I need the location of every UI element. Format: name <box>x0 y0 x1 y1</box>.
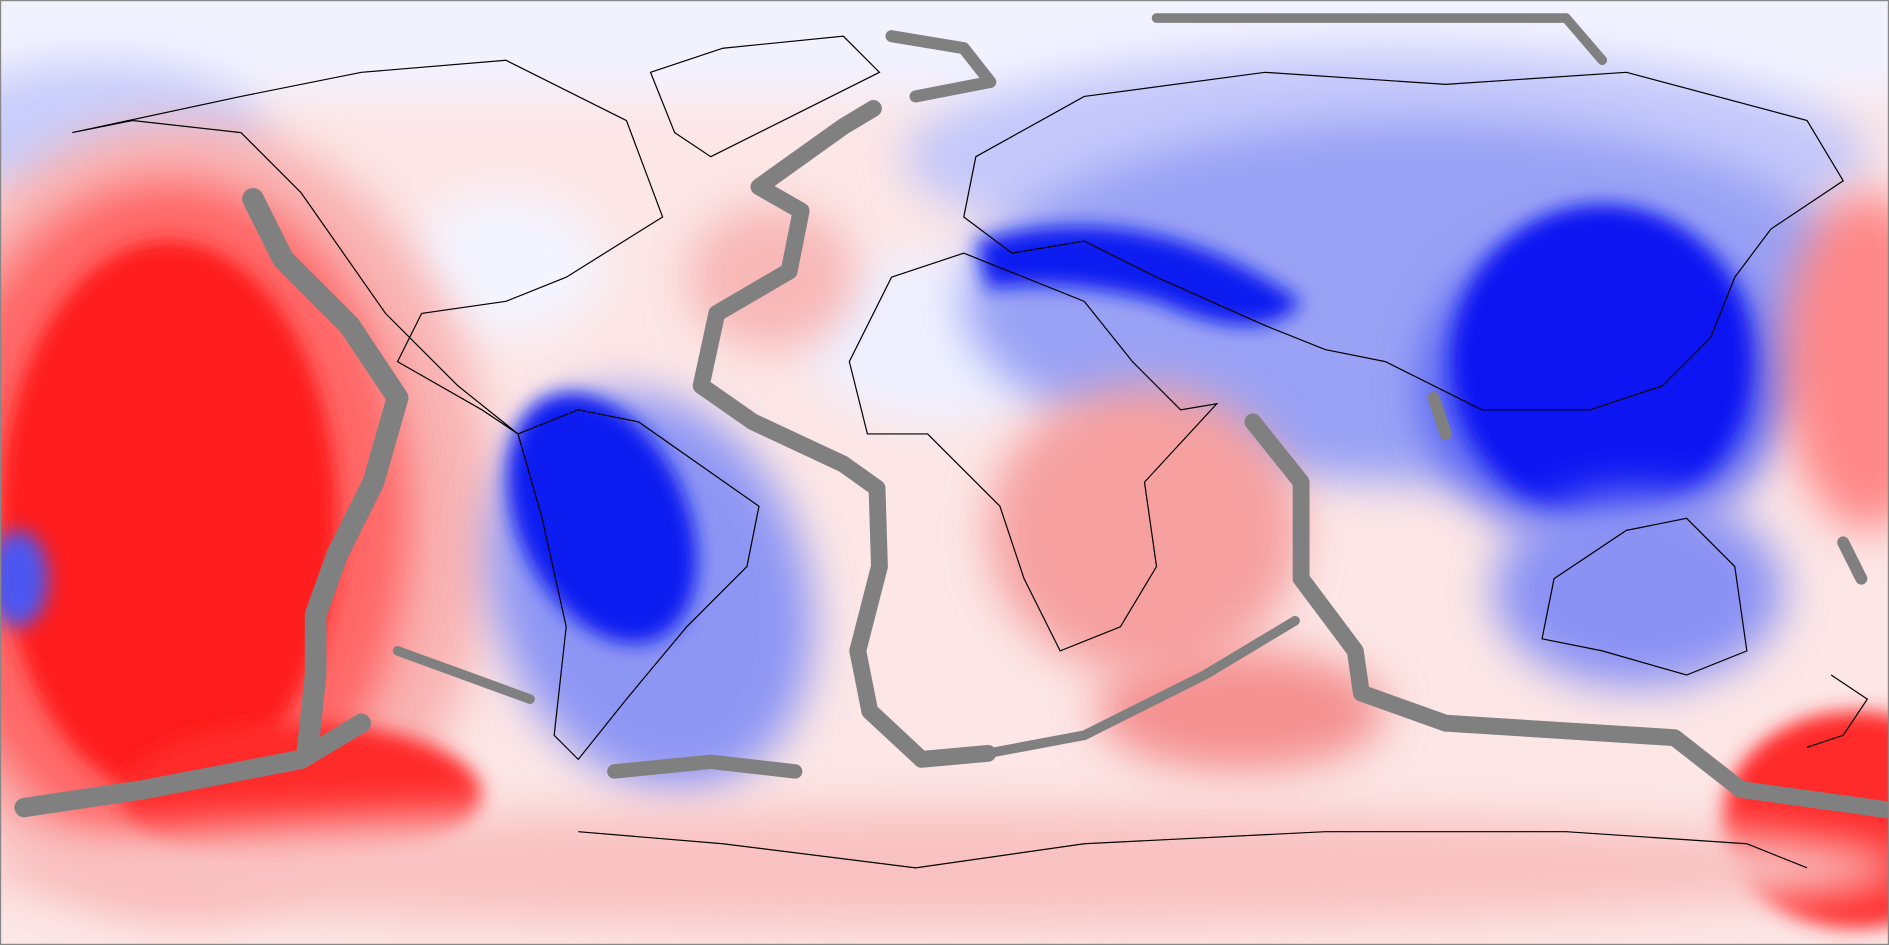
coastline <box>963 71 1845 411</box>
coastline <box>578 831 1808 869</box>
africa-high <box>0 192 1889 929</box>
ridge <box>885 30 997 103</box>
ridge <box>692 100 997 768</box>
ridge <box>1151 13 1608 66</box>
coastline <box>517 409 760 761</box>
south-america-low <box>487 390 814 791</box>
ridge <box>242 188 409 765</box>
coastline <box>1541 517 1748 676</box>
ridge <box>1427 391 1452 440</box>
plate-boundaries <box>14 13 1889 819</box>
ridge <box>983 615 1300 759</box>
coastline <box>72 59 664 435</box>
coastline <box>1806 674 1869 748</box>
coastlines <box>72 35 1869 869</box>
ridge <box>1837 536 1868 585</box>
ridge <box>14 713 372 818</box>
coastline <box>649 35 881 158</box>
ridge <box>1244 413 1889 819</box>
pacific-high <box>0 120 494 916</box>
ridge <box>607 754 803 779</box>
ridge <box>392 646 535 704</box>
coastline <box>848 252 1219 652</box>
